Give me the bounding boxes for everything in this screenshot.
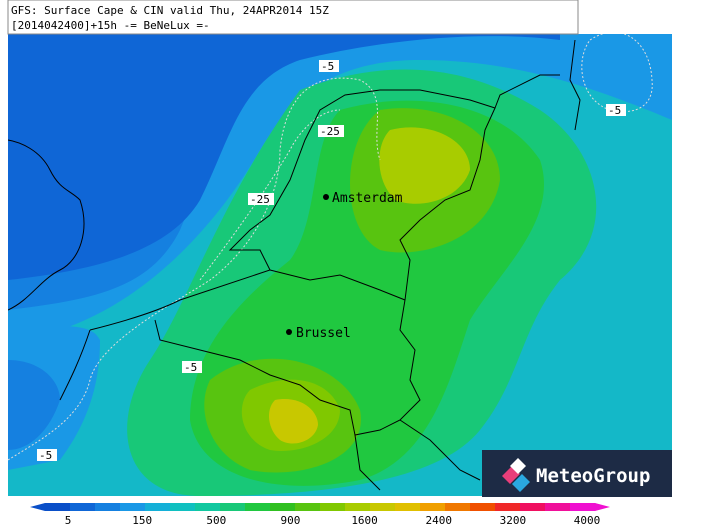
colorbar: 5 150 500 900 1600 2400 3200 4000 [30, 503, 610, 526]
colorbar-label: 5 [65, 514, 72, 526]
contour-label: -5 [184, 361, 197, 374]
colorbar-swatch [495, 503, 521, 511]
contour-label: -25 [250, 193, 270, 206]
colorbar-label: 150 [132, 514, 152, 526]
colorbar-swatch [170, 503, 196, 511]
colorbar-swatch [245, 503, 271, 511]
contour-label: -5 [321, 60, 334, 73]
colorbar-swatch [345, 503, 371, 511]
logo-text: MeteoGroup [536, 465, 650, 487]
colorbar-label: 2400 [425, 514, 452, 526]
colorbar-swatch [270, 503, 296, 511]
colorbar-swatch [370, 503, 396, 511]
colorbar-swatch [445, 503, 471, 511]
contour-labels: -5 -25 -25 -5 -5 -5 [37, 60, 626, 462]
colorbar-swatch [295, 503, 321, 511]
colorbar-swatch [70, 503, 96, 511]
colorbar-swatch [520, 503, 546, 511]
colorbar-label: 900 [280, 514, 300, 526]
contour-label: -25 [320, 125, 340, 138]
colorbar-swatch [470, 503, 496, 511]
colorbar-label: 4000 [574, 514, 601, 526]
colorbar-swatch [395, 503, 421, 511]
colorbar-end [30, 503, 45, 511]
colorbar-swatch [570, 503, 596, 511]
colorbar-swatch [195, 503, 221, 511]
colorbar-end [595, 503, 610, 511]
colorbar-swatch [145, 503, 171, 511]
colorbar-swatch [95, 503, 121, 511]
colorbar-swatch [220, 503, 246, 511]
colorbar-swatch [45, 503, 71, 511]
colorbar-swatch [120, 503, 146, 511]
title: GFS: Surface Cape & CIN valid Thu, 24APR… [11, 4, 329, 17]
colorbar-swatch [320, 503, 346, 511]
city-dot [286, 329, 292, 335]
subtitle: [2014042400]+15h -= BeNeLux =- [11, 19, 210, 32]
colorbar-swatch [545, 503, 571, 511]
city-label: Brussel [296, 326, 351, 341]
colorbar-label: 500 [206, 514, 226, 526]
city-dot [323, 194, 329, 200]
contour-label: -5 [39, 449, 52, 462]
field [8, 34, 672, 496]
colorbar-label: 1600 [351, 514, 378, 526]
logo-icon [502, 458, 530, 492]
colorbar-label: 3200 [500, 514, 527, 526]
city-label: Amsterdam [332, 191, 403, 206]
contour-label: -5 [608, 104, 621, 117]
title-box [7, 0, 579, 35]
colorbar-swatch [420, 503, 446, 511]
